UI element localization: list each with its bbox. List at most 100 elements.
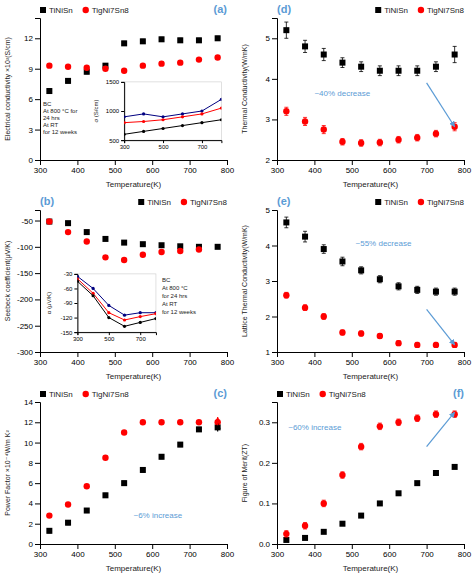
- tick-mark: [427, 352, 428, 357]
- x-axis-title: Temperature(K): [106, 564, 162, 573]
- point: [433, 130, 439, 136]
- legend-marker: [40, 391, 46, 397]
- point: [84, 238, 90, 244]
- point: [102, 66, 108, 72]
- tick: 700: [420, 160, 434, 175]
- tick-mark: [74, 288, 77, 289]
- x-axis: 300400500600700800: [34, 352, 235, 367]
- point: [433, 411, 439, 417]
- legend-label: TigNi7Sn8: [92, 6, 130, 15]
- point: [121, 480, 127, 486]
- tick: 14: [24, 398, 40, 407]
- error-bar: [415, 286, 419, 293]
- axis-line: [78, 333, 157, 336]
- point: [215, 244, 221, 250]
- tick-mark: [227, 544, 228, 549]
- tick: 8: [29, 459, 40, 468]
- tick: 800: [458, 352, 472, 367]
- tick: 400: [308, 352, 322, 367]
- point: [46, 218, 52, 224]
- point: [283, 537, 289, 543]
- legend-marker: [418, 199, 424, 205]
- point: [302, 43, 308, 49]
- tick-mark: [35, 463, 40, 464]
- y-axis-title: Figure of Merit(ZT): [241, 444, 249, 502]
- axis-line: [35, 403, 41, 545]
- point: [452, 289, 458, 295]
- tick-label: 300: [34, 166, 48, 175]
- y-axis-title: σ (S/cm): [93, 99, 99, 122]
- error-bar: [178, 38, 182, 42]
- tick-label: 300: [271, 550, 285, 559]
- point: [107, 304, 110, 307]
- error-bar: [197, 38, 201, 42]
- line: [77, 276, 156, 315]
- point: [414, 342, 420, 348]
- tick: 3: [266, 277, 277, 286]
- point: [196, 419, 202, 425]
- legend-label: TiNiSn: [49, 390, 73, 399]
- point: [177, 442, 183, 448]
- series: [283, 217, 457, 295]
- tick-label: 300: [271, 166, 285, 175]
- legend: TiNiSnTigNi7Sn8: [40, 6, 129, 15]
- legend-item: TiNiSn: [375, 198, 408, 207]
- error-bar: [284, 217, 288, 228]
- error-bar: [434, 288, 438, 295]
- point: [177, 419, 183, 425]
- tick-label: 600: [383, 358, 397, 367]
- tick: 700: [420, 352, 434, 367]
- tick: 0.2: [259, 459, 277, 468]
- inset-annotation: BC: [43, 101, 52, 107]
- series: [283, 292, 458, 348]
- point: [139, 321, 142, 324]
- tick: 500: [109, 352, 123, 367]
- axis-line: [41, 353, 228, 358]
- tick: 300: [271, 352, 285, 367]
- tick-label: 500: [109, 138, 120, 144]
- axis-line: [278, 161, 465, 166]
- tick-label: 500: [346, 550, 360, 559]
- tick-label: -250: [17, 322, 34, 331]
- point: [142, 120, 145, 123]
- error-bar: [415, 66, 419, 76]
- tick: -150: [17, 269, 40, 278]
- tick-label: 5: [266, 34, 271, 43]
- tick-label: 300: [34, 550, 48, 559]
- plot-area: [77, 275, 156, 328]
- tick: -30: [64, 271, 78, 277]
- legend: TiNiSnTigNi7Sn8: [40, 390, 129, 399]
- point: [158, 60, 164, 66]
- arrow: [427, 83, 455, 127]
- point: [358, 267, 364, 273]
- tick: 800: [221, 352, 235, 367]
- legend-label: TiNiSn: [147, 198, 171, 207]
- legend-label: TigNi7Sn8: [190, 198, 228, 207]
- tick-label: 800: [221, 358, 235, 367]
- axis-line: [41, 545, 228, 550]
- tick-mark: [314, 544, 315, 549]
- legend-label: TigNi7Sn8: [329, 390, 367, 399]
- tick-label: 12: [24, 34, 33, 43]
- legend-marker: [40, 7, 46, 13]
- tick-label: 800: [221, 550, 235, 559]
- y-axis: 50010001500: [106, 79, 125, 143]
- legend-marker: [418, 7, 424, 13]
- panel-label: (d): [277, 3, 291, 15]
- tick: -150: [60, 330, 77, 336]
- tick-label: -150: [17, 269, 34, 278]
- tick-label: -300: [17, 348, 34, 357]
- tick-mark: [272, 281, 277, 282]
- tick: 3: [266, 115, 277, 124]
- point: [123, 325, 126, 328]
- point: [158, 419, 164, 425]
- inset-annotation: BC: [162, 277, 171, 283]
- legend-marker: [83, 7, 89, 13]
- tick-label: 700: [420, 358, 434, 367]
- tick: 700: [197, 140, 208, 150]
- panel-label: (c): [214, 387, 228, 399]
- error-bar: [85, 509, 89, 513]
- inset: 300500700-30-60-90-120-150α (μV/K): [46, 271, 157, 342]
- y-axis: 02468101214: [24, 398, 40, 549]
- error-bar: [397, 66, 401, 76]
